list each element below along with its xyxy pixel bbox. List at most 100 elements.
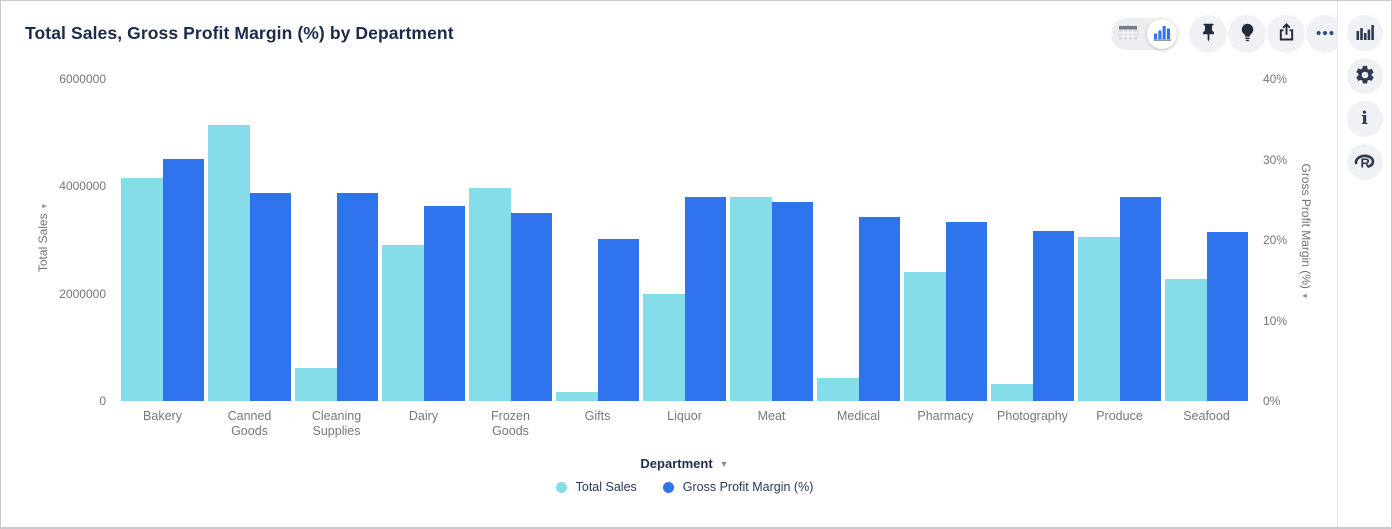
bar-group [554, 79, 641, 401]
bar[interactable] [991, 383, 1033, 401]
x-axis-labels: Bakery Canned Goods Cleaning Supplies Dairy… [119, 409, 1250, 439]
x-tick-label: Photography [997, 409, 1068, 423]
bar[interactable] [597, 239, 639, 401]
page-title: Total Sales, Gross Profit Margin (%) by … [25, 23, 454, 43]
bar-group [641, 79, 728, 401]
bar-chart-icon [1153, 25, 1172, 44]
bar-group [815, 79, 902, 401]
side-rail: i R [1337, 1, 1391, 527]
share-up-icon [1276, 22, 1297, 46]
chart-type-button[interactable] [1346, 15, 1383, 51]
bar[interactable] [382, 245, 424, 401]
bar[interactable] [817, 377, 859, 401]
axis-arrow-icon: ▸ [1302, 291, 1307, 302]
bar-group [293, 79, 380, 401]
chevron-down-icon: ▼ [719, 459, 729, 469]
x-tick-label: Frozen Goods [491, 409, 530, 438]
right-axis-title: Gross Profit Margin (%)▸ [1299, 163, 1313, 302]
r-analytics-button[interactable]: R [1346, 144, 1383, 180]
y-tick-label: 2000000 [59, 286, 106, 301]
bar-group [206, 79, 293, 401]
info-icon: i [1361, 108, 1368, 129]
x-axis-field-label: Department [640, 456, 713, 471]
table-grid-icon [1118, 25, 1138, 43]
bar-group [467, 79, 554, 401]
r-logo-icon: R [1353, 149, 1376, 175]
info-button[interactable]: i [1346, 101, 1383, 137]
bar[interactable] [1165, 279, 1207, 401]
x-tick-label: Produce [1096, 409, 1143, 423]
bar-group [902, 79, 989, 401]
x-axis-field-control[interactable]: Department ▼ [119, 456, 1250, 471]
bar[interactable] [1119, 197, 1161, 401]
svg-text:R: R [1360, 156, 1370, 171]
bar[interactable] [684, 196, 726, 401]
x-tick-label: Seafood [1183, 409, 1230, 423]
x-tick-label: Canned Goods [227, 409, 272, 438]
bar[interactable] [423, 206, 465, 401]
legend-dot-icon [662, 481, 674, 493]
bar[interactable] [556, 391, 598, 401]
bar[interactable] [1078, 236, 1120, 401]
y-tick-label: 10% [1263, 313, 1288, 328]
settings-button[interactable] [1346, 58, 1383, 94]
legend-label: Total Sales [575, 480, 637, 494]
pin-button[interactable] [1189, 15, 1227, 53]
bar[interactable] [858, 216, 900, 401]
pin-icon [1198, 22, 1219, 46]
bar[interactable] [1032, 231, 1074, 401]
export-button[interactable] [1267, 15, 1305, 53]
bar[interactable] [730, 197, 772, 401]
view-toggle [1111, 18, 1178, 50]
x-tick-label: Medical [836, 409, 881, 423]
y-tick-label: 40% [1263, 72, 1288, 86]
legend-item[interactable]: Total Sales [555, 480, 637, 494]
legend-item[interactable]: Gross Profit Margin (%) [662, 480, 813, 494]
y-tick-label: 0 [99, 394, 106, 408]
x-tick-label: Liquor [667, 409, 702, 423]
x-tick-label: Cleaning Supplies [311, 409, 362, 438]
right-axis-ticks: 40% 30% 20% 10% 0% [1263, 72, 1323, 408]
y-tick-label: 4000000 [59, 179, 106, 194]
bar-chart-icon [1356, 24, 1374, 43]
bar-group [989, 79, 1076, 401]
bar-group [119, 79, 206, 401]
bar[interactable] [469, 187, 511, 401]
x-tick-label: Bakery [143, 409, 182, 423]
chart-view-button[interactable] [1147, 19, 1177, 49]
bar-group [1076, 79, 1163, 401]
bar[interactable] [295, 368, 337, 401]
explore-button[interactable] [1228, 15, 1266, 53]
axis-arrow-icon: ▸ [42, 200, 47, 211]
bar-group [728, 79, 815, 401]
bar[interactable] [121, 178, 163, 401]
bar-group [380, 79, 467, 401]
bar[interactable] [510, 212, 552, 401]
bar[interactable] [771, 202, 813, 401]
bar[interactable] [643, 293, 685, 401]
x-tick-label: Meat [757, 409, 786, 423]
bar[interactable] [162, 158, 204, 401]
x-tick-label: Gifts [584, 409, 611, 423]
left-axis-title: Total Sales▸ [36, 200, 50, 273]
bar[interactable] [945, 221, 987, 401]
chart-canvas [119, 79, 1250, 401]
x-tick-label: Dairy [408, 409, 439, 423]
bar[interactable] [1206, 231, 1248, 401]
y-tick-label: 30% [1263, 152, 1288, 167]
x-tick-label: Pharmacy [917, 409, 974, 423]
toolbar [1111, 15, 1344, 53]
bar-group [1163, 79, 1250, 401]
bar[interactable] [336, 193, 378, 401]
bar[interactable] [904, 272, 946, 401]
bar[interactable] [208, 124, 250, 401]
bar[interactable] [249, 192, 291, 401]
left-axis-ticks: 6000000 4000000 2000000 0 [1, 72, 106, 408]
y-tick-label: 0% [1263, 394, 1281, 408]
y-tick-label: 6000000 [59, 72, 106, 86]
table-view-button[interactable] [1112, 19, 1144, 49]
lightbulb-icon [1237, 22, 1258, 46]
ellipsis-icon [1314, 22, 1336, 47]
gear-icon [1354, 64, 1376, 89]
